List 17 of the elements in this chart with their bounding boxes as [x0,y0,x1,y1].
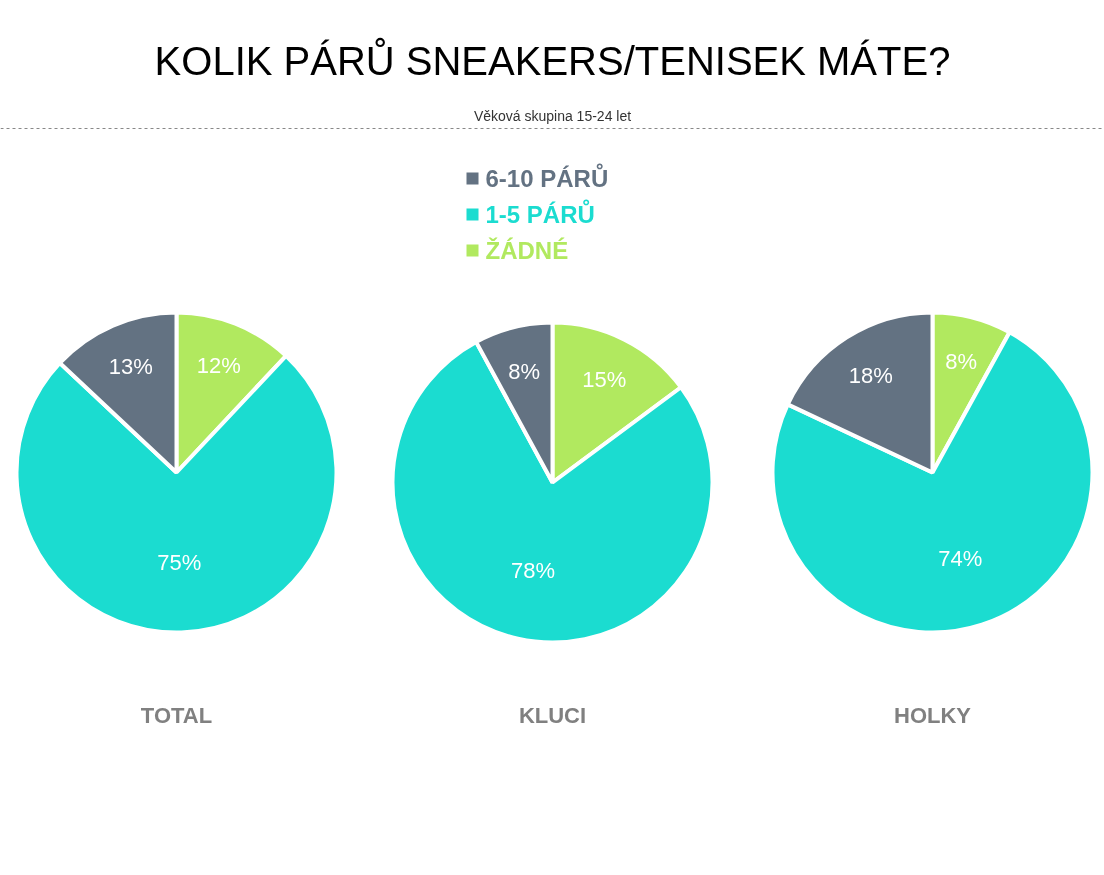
data-label: 12% [196,353,241,379]
legend-label: ŽÁDNÉ [485,237,569,264]
data-label: 15% [582,367,627,393]
data-label: 8% [508,358,541,384]
data-label: 75% [157,549,202,575]
legend-label: 6-10 PÁRŮ [485,163,609,192]
data-label: 8% [945,348,977,374]
text: HOLKY [894,703,972,728]
chart-subtitle: Věková skupina 15-24 let [473,107,632,124]
data-label: 18% [848,362,893,388]
text: TOTAL [140,703,213,728]
text: KLUCI [518,703,587,728]
data-label: 74% [938,545,983,571]
data-label: 13% [108,354,153,380]
chart-title: KOLIK PÁRŮ SNEAKERS/TENISEK MÁTE? [154,36,951,83]
data-label: 78% [511,557,556,583]
legend-label: 1-5 PÁRŮ [485,199,595,228]
